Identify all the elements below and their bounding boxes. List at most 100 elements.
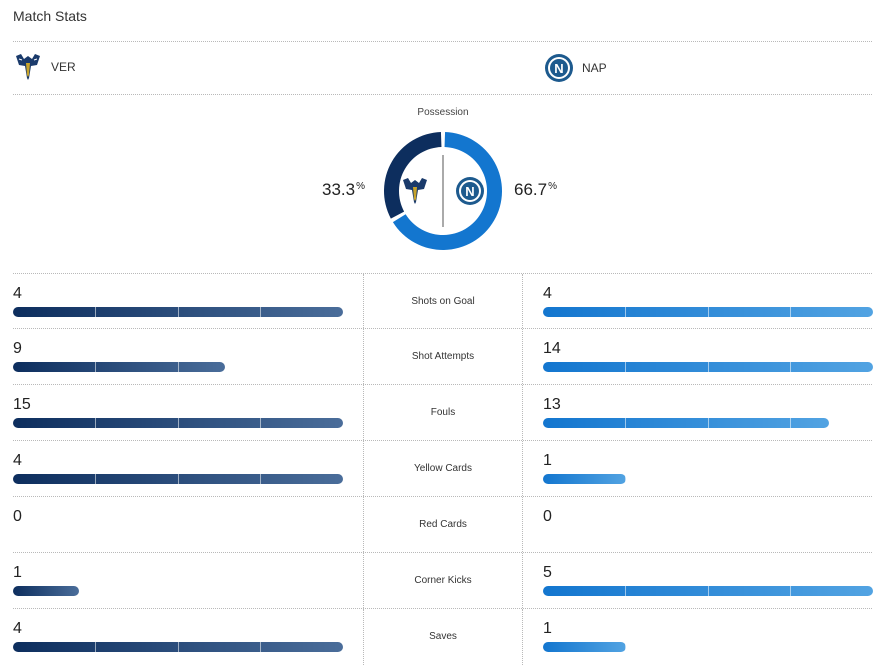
- bar-tick: [790, 418, 791, 428]
- away-stat-bar-track: [543, 642, 873, 652]
- away-stat-value-red-cards: 0: [543, 508, 552, 525]
- stat-row: 15 Fouls 13: [13, 385, 872, 441]
- bar-tick: [625, 586, 626, 596]
- home-stat-bar-corner-kicks: [13, 586, 79, 596]
- away-stat-bar-track: [543, 362, 873, 372]
- home-stat-bar-shot-attempts: [13, 362, 226, 372]
- bar-tick: [95, 418, 96, 428]
- bar-tick: [790, 586, 791, 596]
- bar-tick: [708, 307, 709, 317]
- stat-row: 4 Yellow Cards 1: [13, 441, 872, 497]
- stat-label-shot-attempts: Shot Attempts: [411, 351, 475, 362]
- column-divider: [363, 274, 364, 328]
- away-stat-bar-track: [543, 530, 873, 540]
- away-stat-bar-yellow-cards: [543, 474, 626, 484]
- home-stat-bar-track: [13, 307, 343, 317]
- away-stat-value-corner-kicks: 5: [543, 564, 552, 581]
- stat-label-fouls: Fouls: [430, 407, 456, 418]
- stats-table: 4 Shots on Goal 4 9 Shot Attempts 14 15 …: [13, 273, 873, 665]
- away-stat-bar-track: [543, 586, 873, 596]
- home-stat-bar-track: [13, 530, 343, 540]
- away-stat-bar-saves: [543, 642, 626, 652]
- away-team-abbr: NAP: [582, 61, 607, 75]
- home-stat-value-shot-attempts: 9: [13, 340, 22, 357]
- column-divider: [363, 441, 364, 496]
- away-stat-bar-track: [543, 307, 873, 317]
- possession-donut-chart: N: [384, 132, 502, 250]
- divider: [13, 94, 872, 95]
- away-stat-value-saves: 1: [543, 620, 552, 637]
- stat-label-corner-kicks: Corner Kicks: [414, 575, 472, 586]
- home-stat-value-saves: 4: [13, 620, 22, 637]
- bar-tick: [625, 362, 626, 372]
- bar-tick: [178, 418, 179, 428]
- bar-tick: [260, 642, 261, 652]
- column-divider: [363, 329, 364, 384]
- bar-tick: [260, 418, 261, 428]
- home-stat-value-fouls: 15: [13, 396, 31, 413]
- svg-text:N: N: [554, 61, 563, 76]
- column-divider: [522, 274, 523, 328]
- column-divider: [522, 553, 523, 608]
- stat-label-red-cards: Red Cards: [419, 519, 467, 530]
- away-team[interactable]: N NAP: [544, 53, 607, 83]
- napoli-crest-icon: N: [545, 54, 573, 82]
- stat-row: 4 Saves 1: [13, 609, 872, 665]
- away-stat-bar-track: [543, 418, 873, 428]
- stat-label-yellow-cards: Yellow Cards: [414, 463, 472, 474]
- column-divider: [363, 553, 364, 608]
- bar-tick: [260, 474, 261, 484]
- column-divider: [522, 329, 523, 384]
- bar-tick: [708, 418, 709, 428]
- column-divider: [522, 609, 523, 665]
- verona-crest-icon: [16, 54, 40, 80]
- away-stat-bar-fouls: [543, 418, 830, 428]
- home-possession-value: 33.3%: [322, 180, 365, 199]
- column-divider: [363, 385, 364, 440]
- stat-row: 4 Shots on Goal 4: [13, 273, 873, 329]
- stat-label-saves: Saves: [429, 631, 457, 642]
- bar-tick: [95, 642, 96, 652]
- column-divider: [522, 441, 523, 496]
- bar-tick: [178, 307, 179, 317]
- away-stat-value-fouls: 13: [543, 396, 561, 413]
- stat-row: 9 Shot Attempts 14: [13, 329, 873, 385]
- home-stat-bar-track: [13, 474, 343, 484]
- divider: [13, 41, 872, 42]
- away-stat-value-shots-on-goal: 4: [543, 285, 552, 302]
- home-team-abbr: VER: [51, 60, 76, 74]
- column-divider: [363, 609, 364, 665]
- column-divider: [363, 497, 364, 552]
- away-stat-bar-track: [543, 474, 873, 484]
- bar-tick: [790, 362, 791, 372]
- home-stat-bar-track: [13, 642, 343, 652]
- stat-row: 0 Red Cards 0: [13, 497, 872, 553]
- away-stat-value-yellow-cards: 1: [543, 452, 552, 469]
- section-title: Match Stats: [13, 8, 87, 24]
- bar-tick: [260, 307, 261, 317]
- bar-tick: [178, 474, 179, 484]
- column-divider: [522, 497, 523, 552]
- away-stat-value-shot-attempts: 14: [543, 340, 561, 357]
- bar-tick: [625, 418, 626, 428]
- possession-label: Possession: [417, 107, 469, 118]
- bar-tick: [178, 362, 179, 372]
- home-stat-bar-track: [13, 586, 343, 596]
- bar-tick: [625, 307, 626, 317]
- home-possession-arc: [384, 132, 442, 219]
- napoli-crest-icon: N: [456, 177, 484, 205]
- bar-tick: [95, 362, 96, 372]
- svg-text:N: N: [465, 184, 474, 199]
- away-possession-value: 66.7%: [514, 180, 557, 199]
- verona-crest-icon: [403, 178, 427, 204]
- home-stat-value-yellow-cards: 4: [13, 452, 22, 469]
- bar-tick: [178, 642, 179, 652]
- bar-tick: [625, 642, 626, 652]
- stat-row: 1 Corner Kicks 5: [13, 553, 873, 609]
- home-team[interactable]: VER: [13, 53, 76, 81]
- home-stat-value-red-cards: 0: [13, 508, 22, 525]
- home-stat-bar-track: [13, 362, 343, 372]
- bar-tick: [625, 474, 626, 484]
- bar-tick: [95, 474, 96, 484]
- bar-tick: [95, 307, 96, 317]
